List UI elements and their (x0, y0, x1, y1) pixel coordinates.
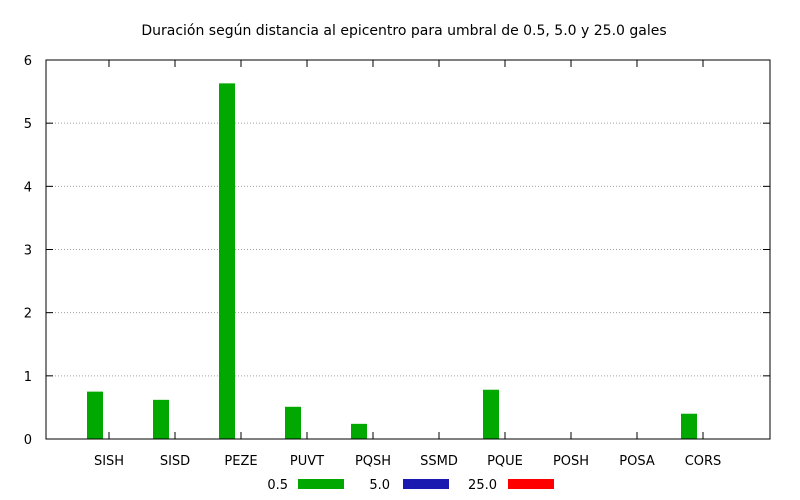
y-axis-ticks: 0 1 2 3 4 5 6 (24, 54, 770, 448)
x-tick-label: PQUE (487, 454, 523, 469)
x-tick-label: SISD (160, 454, 190, 469)
y-tick-label: 5 (24, 117, 32, 132)
legend-swatch (403, 479, 449, 489)
x-tick-label: PEZE (224, 454, 257, 469)
legend-label: 5.0 (369, 478, 390, 493)
bar-0.5-SISD (153, 399, 169, 439)
y-tick-label: 3 (24, 244, 32, 259)
bar-0.5-PEZE (219, 83, 235, 439)
x-tick-label: POSH (553, 454, 589, 469)
x-tick-label: POSA (619, 454, 655, 469)
x-tick-label: SSMD (420, 454, 458, 469)
legend-swatch (298, 479, 344, 489)
bar-0.5-CORS (681, 413, 697, 439)
bars (87, 83, 697, 439)
legend-label: 0.5 (267, 478, 288, 493)
bar-0.5-SISH (87, 391, 103, 439)
bar-0.5-PUVT (285, 406, 301, 439)
chart-title: Duración según distancia al epicentro pa… (141, 23, 666, 39)
x-tick-label: CORS (685, 454, 722, 469)
x-tick-label: SISH (94, 454, 124, 469)
y-tick-label: 6 (24, 54, 32, 69)
legend: 0.5 5.0 25.0 (267, 478, 554, 493)
bar-0.5-PQSH (351, 423, 367, 439)
y-tick-label: 4 (24, 180, 32, 195)
y-tick-label: 1 (24, 370, 32, 385)
legend-label: 25.0 (468, 478, 497, 493)
y-tick-label: 0 (24, 433, 32, 448)
legend-swatch (508, 479, 554, 489)
y-tick-label: 2 (24, 307, 32, 322)
gridlines (46, 122, 770, 377)
bar-0.5-PQUE (483, 389, 499, 439)
x-tick-label: PUVT (290, 454, 324, 469)
x-axis-ticks: SISH SISD PEZE PUVT PQSH SSMD PQUE POSH POSA CORS (94, 60, 721, 469)
x-tick-label: PQSH (355, 454, 391, 469)
